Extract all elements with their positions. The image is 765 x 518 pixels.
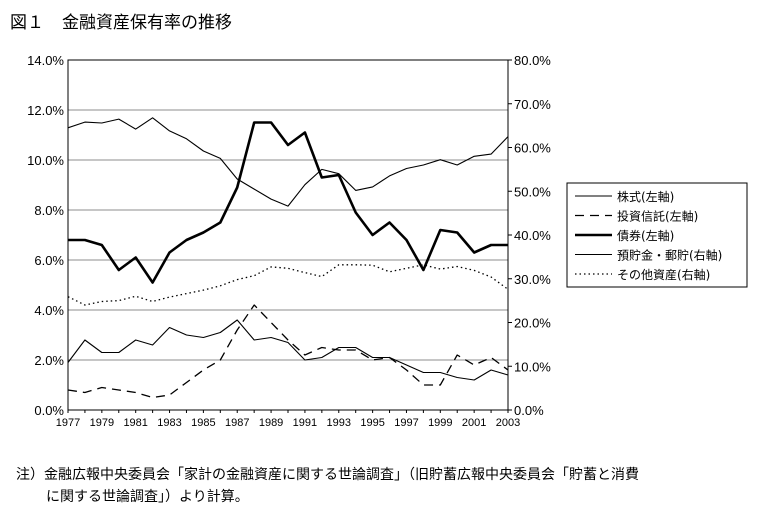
x-axis-tick-label: 1981 [123, 417, 147, 429]
left-axis-tick-label: 10.0% [27, 153, 64, 168]
x-axis-tick-label: 1997 [394, 417, 418, 429]
legend-label-deposits: 預貯金・郵貯(右軸) [617, 248, 722, 263]
right-axis-tick-label: 0.0% [514, 403, 544, 418]
x-axis-tick-label: 1983 [157, 417, 181, 429]
legend-label-bonds: 債券(左軸) [617, 228, 674, 243]
x-axis-tick-label: 1977 [56, 417, 80, 429]
right-axis-tick-label: 60.0% [514, 141, 551, 156]
right-axis-tick-label: 20.0% [514, 316, 551, 331]
figure-number: 図１ [10, 13, 44, 33]
right-axis-tick-label: 70.0% [514, 97, 551, 112]
footnote-line-2: に関する世論調査」）より計算。 [46, 489, 249, 505]
series-line-other-assets [67, 264, 509, 306]
plot-frame [67, 59, 509, 411]
legend-label-other-assets: その他資産(右軸) [617, 267, 710, 282]
right-axis-tick-label: 10.0% [514, 359, 551, 374]
x-axis-tick-label: 1991 [293, 417, 317, 429]
x-axis-tick-label: 2003 [496, 417, 520, 429]
x-axis-tick-label: 1995 [360, 417, 384, 429]
x-axis-tick-label: 1999 [428, 417, 452, 429]
legend-label-stocks: 株式(左軸) [617, 189, 674, 204]
right-axis-tick-label: 40.0% [514, 228, 551, 243]
line-chart: 0.0% 2.0% 4.0% 6.0% 8.0% 10.0% 12.0% 14.0% 0.0%… [27, 53, 748, 429]
left-axis-tick-label: 6.0% [34, 253, 64, 268]
left-axis-tick-label: 12.0% [27, 103, 64, 118]
footnote: 注）金融広報中央委員会「家計の金融資産に関する世論調査」（旧貯蓄広報中央委員会「… [16, 464, 639, 508]
figure-title-text: 金融資産保有率の推移 [62, 13, 232, 33]
series-line-stocks [67, 319, 509, 381]
right-axis-tick-label: 30.0% [514, 272, 551, 287]
series-line-deposits [67, 117, 509, 207]
legend-label-investment-trusts: 投資信託(左軸) [617, 209, 698, 224]
x-axis-tick-label: 1985 [191, 417, 215, 429]
figure-title: 図１ 金融資産保有率の推移 [10, 8, 232, 33]
x-axis-tick-label: 1989 [259, 417, 283, 429]
right-axis-tick-label: 80.0% [514, 53, 551, 68]
left-axis-tick-label: 2.0% [34, 353, 64, 368]
left-axis-tick-label: 8.0% [34, 203, 64, 218]
x-axis-tick-label: 1987 [225, 417, 249, 429]
x-axis-tick-label: 1979 [90, 417, 114, 429]
left-axis-tick-label: 0.0% [34, 403, 64, 418]
series-line-bonds [68, 121, 508, 284]
series-line-investment-trusts [67, 304, 509, 399]
x-axis-tick-label: 1993 [327, 417, 351, 429]
footnote-line-1: 注）金融広報中央委員会「家計の金融資産に関する世論調査」（旧貯蓄広報中央委員会「… [16, 467, 639, 483]
left-axis-tick-label: 14.0% [27, 53, 64, 68]
right-axis-tick-label: 50.0% [514, 184, 551, 199]
x-axis-tick-label: 2001 [462, 417, 486, 429]
left-axis-tick-label: 4.0% [34, 303, 64, 318]
